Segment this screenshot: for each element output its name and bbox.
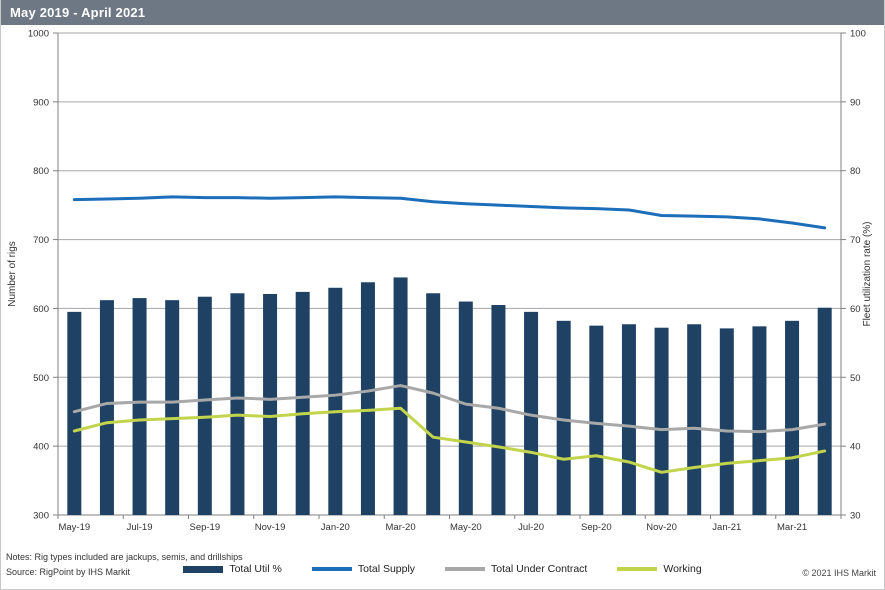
x-axis-tick-label: Mar-21 xyxy=(777,522,807,533)
legend-label: Total Under Contract xyxy=(491,563,588,575)
right-axis-tick-label: 90 xyxy=(850,97,861,108)
legend-label: Total Supply xyxy=(357,563,416,575)
bar-Jan-20 xyxy=(328,287,343,515)
left-axis-tick-label: 700 xyxy=(33,235,49,246)
legend-label: Total Util % xyxy=(229,563,282,575)
line-series-total-under-contract xyxy=(72,384,827,434)
left-axis-tick-label: 600 xyxy=(33,304,49,315)
chart-canvas: 300 30 400 40 500 50 600 60 700 70 800 80 900 90 1000 1… xyxy=(7,29,873,534)
x-axis-tick-label: May-19 xyxy=(58,522,90,533)
bar-Feb-20 xyxy=(360,282,375,515)
bar-May-19 xyxy=(67,311,82,515)
left-axis-tick-label: 900 xyxy=(33,97,49,108)
right-axis-title: Fleet utilization rate (%) xyxy=(862,221,873,326)
legend-bar-swatch xyxy=(183,565,224,573)
line-series-total-supply xyxy=(72,195,827,230)
legend-item-total-util-: Total Util % xyxy=(183,563,282,575)
left-axis-tick-label: 500 xyxy=(33,373,49,384)
right-axis-tick-label: 70 xyxy=(850,235,861,246)
title-bar: May 2019 - April 2021 xyxy=(1,0,884,25)
right-axis-tick-label: 80 xyxy=(850,166,861,177)
right-axis-tick-label: 100 xyxy=(850,29,866,40)
bar-Apr-21 xyxy=(817,307,832,515)
bar-Jul-19 xyxy=(132,298,147,515)
bar-Oct-20 xyxy=(621,324,636,515)
x-axis-tick-label: Sep-20 xyxy=(581,522,612,533)
bar-Aug-19 xyxy=(165,300,180,515)
x-axis-tick-label: Jul-19 xyxy=(127,522,153,533)
legend-line-swatch xyxy=(445,567,486,571)
bar-Apr-20 xyxy=(426,293,441,515)
chart-title: May 2019 - April 2021 xyxy=(10,5,146,20)
left-axis-tick-label: 400 xyxy=(33,442,49,453)
x-axis-tick-label: Nov-19 xyxy=(255,522,286,533)
bar-Jan-21 xyxy=(719,328,734,515)
x-axis-tick-label: Jul-20 xyxy=(518,522,544,533)
legend-line-swatch xyxy=(617,567,658,571)
bar-Mar-21 xyxy=(785,320,800,515)
legend-label: Working xyxy=(663,563,702,575)
bar-Jun-19 xyxy=(99,300,114,515)
left-axis-tick-label: 1000 xyxy=(28,29,49,40)
copyright-text: © 2021 IHS Markit xyxy=(802,568,876,578)
left-axis-tick-label: 300 xyxy=(33,511,49,522)
line-series-working xyxy=(72,406,827,474)
legend-item-total-under-contract: Total Under Contract xyxy=(445,563,587,575)
left-axis-title: Number of rigs xyxy=(7,241,18,307)
x-axis-tick-label: Jan-21 xyxy=(712,522,741,533)
right-axis-tick-label: 40 xyxy=(850,442,861,453)
x-axis-tick-label: Nov-20 xyxy=(646,522,677,533)
x-axis-tick-label: Mar-20 xyxy=(386,522,416,533)
bar-May-20 xyxy=(458,301,473,515)
legend-line-swatch xyxy=(311,567,352,571)
footnotes: Notes: Rig types included are jackups, s… xyxy=(6,550,243,580)
bar-Jul-20 xyxy=(524,311,539,515)
x-axis-tick-label: Sep-19 xyxy=(189,522,220,533)
bar-Mar-20 xyxy=(393,277,408,515)
bar-Dec-19 xyxy=(295,291,310,515)
source-line: Source: RigPoint by IHS Markit xyxy=(6,567,131,577)
bar-Oct-19 xyxy=(230,293,245,515)
legend-item-total-supply: Total Supply xyxy=(311,563,416,575)
x-axis-tick-label: Jan-20 xyxy=(321,522,350,533)
bar-Feb-21 xyxy=(752,326,767,515)
chart-legend: Total Util % Total Supply Total Under Cont… xyxy=(1,561,884,577)
bar-Dec-20 xyxy=(687,324,702,515)
bar-Jun-20 xyxy=(491,304,506,515)
bar-Aug-20 xyxy=(556,320,571,515)
left-axis-tick-label: 800 xyxy=(33,166,49,177)
right-axis-tick-label: 50 xyxy=(850,373,861,384)
legend-item-working: Working xyxy=(617,563,702,575)
bar-Nov-19 xyxy=(263,293,278,515)
notes-line: Notes: Rig types included are jackups, s… xyxy=(6,552,243,562)
right-axis-tick-label: 60 xyxy=(850,304,861,315)
right-axis-tick-label: 30 xyxy=(850,511,861,522)
bar-Sep-19 xyxy=(197,296,212,515)
bar-Sep-20 xyxy=(589,325,604,515)
x-axis-tick-label: May-20 xyxy=(450,522,482,533)
bar-Nov-20 xyxy=(654,327,669,515)
